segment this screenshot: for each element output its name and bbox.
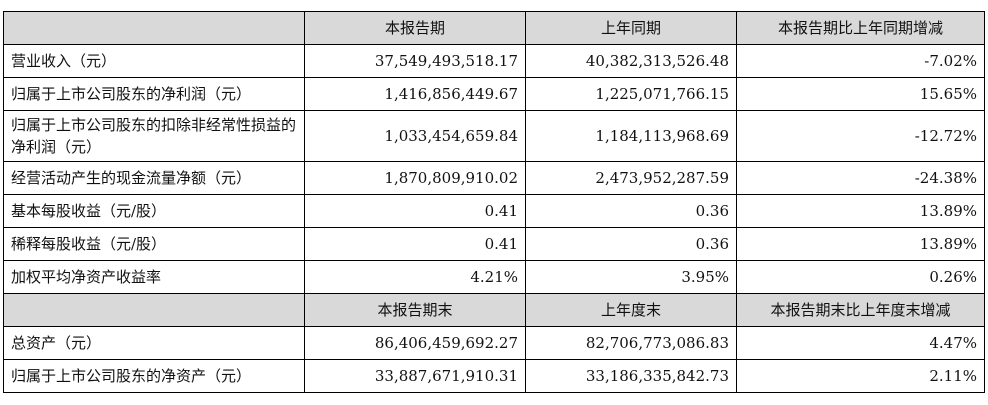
row-label: 归属于上市公司股东的净利润（元） [3,77,305,111]
row-label: 加权平均净资产收益率 [3,260,305,294]
row-label: 归属于上市公司股东的净资产（元） [3,359,305,393]
current-value: 4.21% [304,260,526,294]
key-financials-table: 本报告期 上年同期 本报告期比上年同期增减 营业收入（元） 37,549,493… [3,11,985,393]
current-value: 0.41 [304,227,526,261]
subheader-blank-cell [3,293,305,327]
table-row: 加权平均净资产收益率 4.21% 3.95% 0.26% [3,260,985,294]
header-prior-period: 上年同期 [525,11,737,45]
current-value: 86,406,459,692.27 [304,326,526,360]
header-period-end-change: 本报告期末比上年度末增减 [736,293,985,327]
prior-value: 3.95% [525,260,737,294]
prior-value: 0.36 [525,227,737,261]
change-value: -12.72% [736,110,985,162]
prior-value: 33,186,335,842.73 [525,359,737,393]
header-prior-year-end: 上年度末 [525,293,737,327]
change-value: 13.89% [736,227,985,261]
table-row: 归属于上市公司股东的扣除非经常性损益的净利润（元） 1,033,454,659.… [3,110,985,162]
row-label: 总资产（元） [3,326,305,360]
row-label: 营业收入（元） [3,44,305,78]
prior-value: 82,706,773,086.83 [525,326,737,360]
change-value: -7.02% [736,44,985,78]
header-blank-cell [3,11,305,45]
prior-value: 40,382,313,526.48 [525,44,737,78]
row-label: 经营活动产生的现金流量净额（元） [3,161,305,195]
current-value: 33,887,671,910.31 [304,359,526,393]
table-row: 总资产（元） 86,406,459,692.27 82,706,773,086.… [3,326,985,360]
table-row: 归属于上市公司股东的净利润（元） 1,416,856,449.67 1,225,… [3,77,985,111]
table-row: 基本每股收益（元/股） 0.41 0.36 13.89% [3,194,985,228]
change-value: 2.11% [736,359,985,393]
current-value: 37,549,493,518.17 [304,44,526,78]
prior-value: 1,184,113,968.69 [525,110,737,162]
change-value: 0.26% [736,260,985,294]
header-change: 本报告期比上年同期增减 [736,11,985,45]
prior-value: 0.36 [525,194,737,228]
row-label: 基本每股收益（元/股） [3,194,305,228]
table-header-row: 本报告期 上年同期 本报告期比上年同期增减 [3,11,985,45]
change-value: -24.38% [736,161,985,195]
table-row: 稀释每股收益（元/股） 0.41 0.36 13.89% [3,227,985,261]
change-value: 15.65% [736,77,985,111]
table-row: 经营活动产生的现金流量净额（元） 1,870,809,910.02 2,473,… [3,161,985,195]
prior-value: 1,225,071,766.15 [525,77,737,111]
table-row: 归属于上市公司股东的净资产（元） 33,887,671,910.31 33,18… [3,359,985,393]
current-value: 1,870,809,910.02 [304,161,526,195]
table-subheader-row: 本报告期末 上年度末 本报告期末比上年度末增减 [3,293,985,327]
change-value: 13.89% [736,194,985,228]
header-current-period: 本报告期 [304,11,526,45]
prior-value: 2,473,952,287.59 [525,161,737,195]
current-value: 0.41 [304,194,526,228]
row-label: 归属于上市公司股东的扣除非经常性损益的净利润（元） [3,110,305,162]
current-value: 1,416,856,449.67 [304,77,526,111]
change-value: 4.47% [736,326,985,360]
row-label: 稀释每股收益（元/股） [3,227,305,261]
current-value: 1,033,454,659.84 [304,110,526,162]
table-row: 营业收入（元） 37,549,493,518.17 40,382,313,526… [3,44,985,78]
header-period-end: 本报告期末 [304,293,526,327]
